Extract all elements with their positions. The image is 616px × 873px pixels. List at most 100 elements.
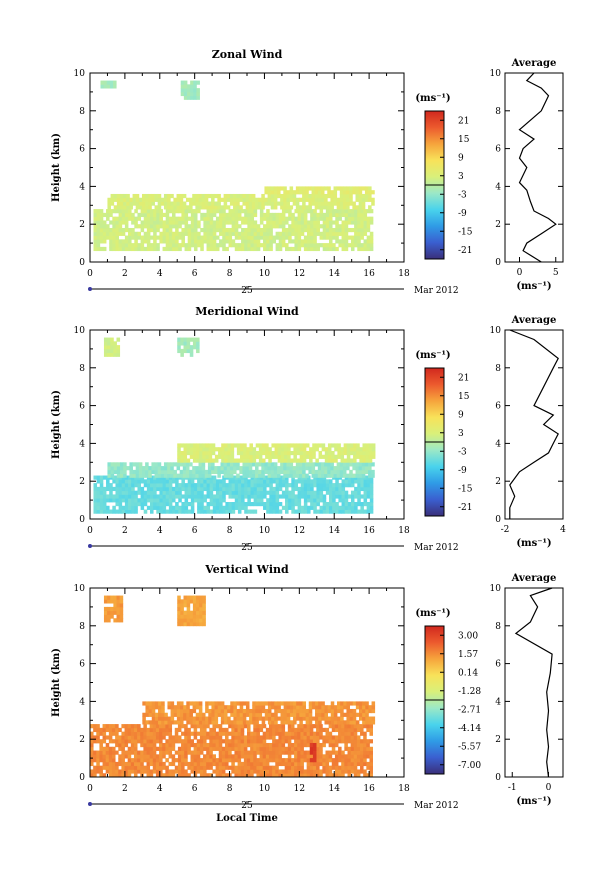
heatmap-cell [145,473,149,478]
heatmap-cell [290,746,295,751]
heatmap-cell [281,758,286,763]
heatmap-cell [294,746,298,751]
heatmap-cell [156,243,160,248]
heatmap-cell [152,727,157,733]
heatmap-cell [146,746,151,751]
heatmap-cell [202,614,206,619]
heatmap-cell [327,473,331,478]
heatmap-cell [266,239,270,244]
heatmap-cell [196,348,200,354]
heatmap-cell [237,235,242,240]
heatmap-cell [261,193,265,199]
heatmap-cell [170,193,174,199]
heatmap-cell [289,473,294,478]
heatmap-cell [283,205,287,210]
heatmap-cell [263,501,267,507]
heatmap-cell [239,708,244,714]
heatmap-cell [137,758,141,763]
heatmap-cell [228,739,232,744]
heatmap-cell [146,231,151,236]
heatmap-cell [363,750,367,755]
heatmap-cell [368,454,373,459]
heatmap-cell [256,246,261,252]
heatmap-cell [159,235,163,240]
heatmap-cell [305,186,309,191]
heatmap-cell [253,735,257,740]
heatmap-cell [259,490,264,495]
heatmap-cell [162,724,166,729]
heatmap-cell [244,505,248,510]
heatmap-cell [211,447,216,452]
heatmap-cell [192,345,197,350]
heatmap-cell [128,479,132,484]
heatmap-cell [168,761,173,767]
heatmap-cell [305,462,309,467]
heatmap-cell [193,769,198,774]
heatmap-cell [186,345,191,350]
heatmap-cell [362,716,366,721]
heatmap-cell [247,246,251,252]
heatmap-cell [256,227,261,233]
heatmap-cell [280,205,284,210]
heatmap-cell [180,84,185,89]
heatmap-cell [140,486,145,492]
heatmap-cell [287,769,292,774]
heatmap-cell [327,201,331,206]
heatmap-cell [341,224,346,229]
heatmap-cell [203,486,207,492]
heatmap-cell [190,754,195,759]
heatmap-cell [105,727,110,733]
heatmap-cell [192,197,196,202]
heatmap-cell [180,341,184,346]
heatmap-cell [189,348,194,354]
heatmap-cell [335,505,339,510]
heatmap-cell [200,505,204,510]
heatmap-cell [197,243,201,248]
heatmap-cell [281,239,286,244]
colorbar-tick-label: -4.14 [458,724,481,734]
heatmap-cell [118,758,122,763]
heatmap-cell [134,483,138,488]
heatmap-cell [317,197,322,202]
heatmap-cell [184,216,189,221]
heatmap-cell [208,712,212,717]
heatmap-cell [184,724,188,729]
heatmap-cell [362,705,366,710]
heatmap-cell [250,220,255,225]
heatmap-cell [295,469,300,475]
heatmap-cell [278,739,282,744]
heatmap-cell [268,454,272,459]
heatmap-cell [176,720,181,725]
heatmap-cell [140,235,145,240]
heatmap-cell [156,501,160,507]
heatmap-cell [311,466,316,471]
heatmap-cell [299,458,304,463]
heatmap-cell [327,720,332,725]
heatmap-cell [96,479,101,484]
heatmap-cell [143,220,148,225]
colorbar-tick-label: 0.14 [458,668,478,678]
heatmap-cell [199,447,203,452]
heatmap-cell [225,490,229,495]
heatmap-cell [297,758,301,763]
heatmap-cell [312,739,317,744]
heatmap-cell [121,479,126,484]
heatmap-cell [247,243,251,248]
heatmap-cell [167,193,171,199]
heatmap-cell [291,212,295,218]
heatmap-cell [240,443,244,448]
heatmap-cell [242,201,247,206]
heatmap-cell [262,724,267,729]
heatmap-cell [332,220,336,225]
heatmap-cell [258,205,262,210]
y-tick-label: 0 [79,515,85,525]
heatmap-cell [269,239,273,244]
heatmap-cell [243,742,248,748]
x-tick-label: 4 [157,526,163,536]
heatmap-cell [109,212,113,218]
heatmap-cell [150,220,154,225]
heatmap-cell [93,239,98,244]
heatmap-cell [193,765,198,770]
heatmap-cell [184,773,188,778]
heatmap-cell [109,498,113,503]
